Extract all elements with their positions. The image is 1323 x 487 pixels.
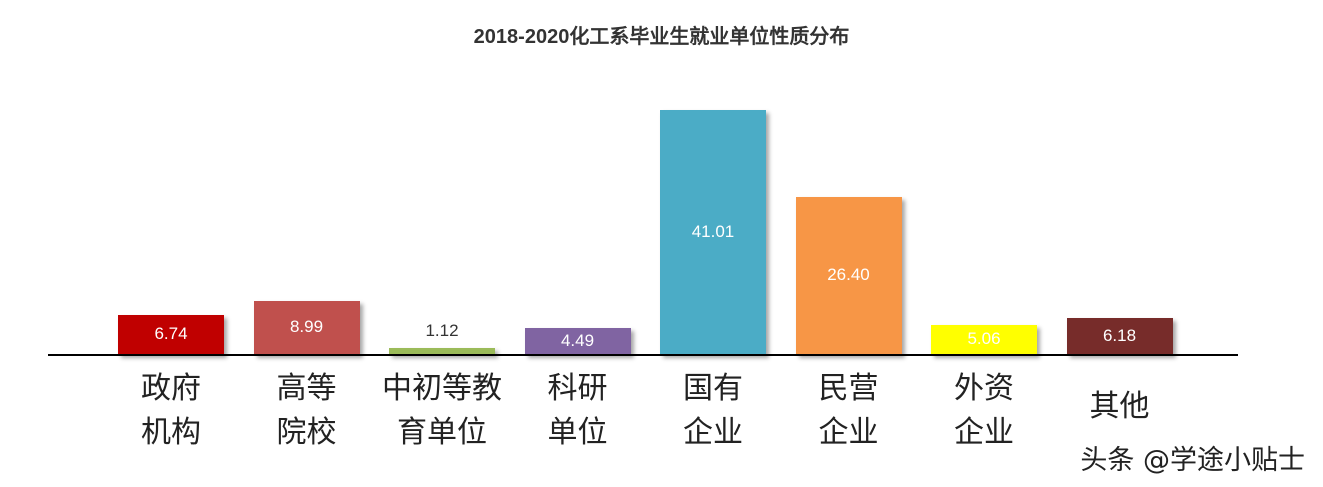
data-label: 4.49 <box>560 330 595 350</box>
category-label: 政府 机构 <box>96 367 246 455</box>
category-label-line: 企业 <box>954 415 1014 450</box>
category-label-line: 机构 <box>141 415 201 450</box>
data-label: 26.40 <box>827 265 870 285</box>
bar-3 <box>524 328 631 355</box>
data-label: 1.12 <box>425 321 459 341</box>
category-label-line: 院校 <box>276 415 337 450</box>
category-label-line: 科研 <box>547 371 608 406</box>
category-label-line: 政府 <box>141 371 201 406</box>
bar-0 <box>118 314 224 355</box>
category-label-line: 国有 <box>683 371 743 406</box>
data-label: 6.18 <box>1102 325 1137 345</box>
category-label: 外资 企业 <box>909 367 1059 455</box>
x-axis-line <box>48 354 1238 356</box>
category-label: 其他 <box>1045 385 1195 429</box>
category-label-line: 外资 <box>954 371 1014 406</box>
category-label-line: 高等 <box>276 371 337 406</box>
category-label-line: 中初等教 <box>382 371 502 406</box>
bar-7 <box>1066 318 1173 355</box>
data-label: 41.01 <box>691 221 735 241</box>
category-label-line: 育单位 <box>397 415 487 450</box>
bar-2 <box>389 348 495 355</box>
category-label-line: 企业 <box>683 415 743 450</box>
category-label-line: 其他 <box>1089 389 1150 424</box>
category-label: 民营 企业 <box>774 367 924 455</box>
category-label: 国有 企业 <box>638 367 788 455</box>
bar-4 <box>660 110 766 355</box>
watermark: 头条 @学途小贴士 <box>1080 445 1305 476</box>
chart-title: 2018-2020化工系毕业生就业单位性质分布 <box>473 26 850 48</box>
category-label: 科研 单位 <box>503 367 653 455</box>
category-label-line: 民营 <box>818 371 879 406</box>
category-label: 中初等教 育单位 <box>367 367 517 455</box>
data-label: 5.06 <box>967 328 1001 348</box>
category-label-line: 企业 <box>818 415 879 450</box>
bar-6 <box>931 324 1037 355</box>
bar-1 <box>253 301 360 355</box>
category-label: 高等 院校 <box>232 367 382 455</box>
data-label: 8.99 <box>289 317 324 337</box>
data-label: 6.74 <box>154 323 188 343</box>
category-label-line: 单位 <box>547 415 608 450</box>
bar-5 <box>795 197 902 355</box>
